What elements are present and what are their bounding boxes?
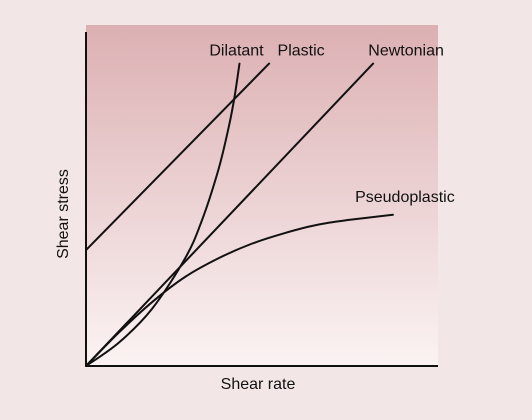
series-label-layer: Dilatant Plastic Newtonian Pseudoplastic [209,43,454,206]
series-line-dilatant [85,62,241,367]
x-axis-label: Shear rate [221,376,296,393]
series-label-newtonian: Newtonian [368,43,444,60]
series-label-plastic: Plastic [278,43,325,60]
series-line-pseudoplastic [85,213,394,367]
series-line-newtonian [85,62,375,367]
series-label-dilatant: Dilatant [209,43,264,60]
series-layer [85,62,394,367]
y-axis-label: Shear stress [55,169,72,259]
series-label-pseudoplastic: Pseudoplastic [355,189,455,206]
series-line-plastic [85,62,271,252]
